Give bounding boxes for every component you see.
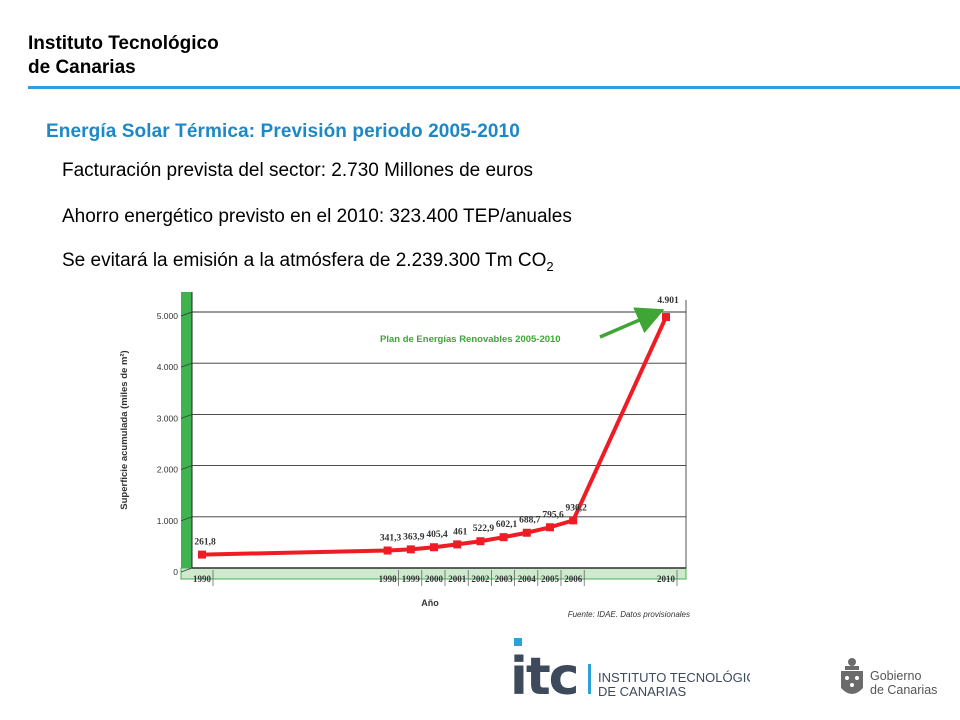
data-point bbox=[383, 546, 392, 555]
data-point bbox=[569, 516, 578, 525]
x-tick-label: 2001 bbox=[448, 574, 467, 584]
data-point bbox=[198, 550, 206, 559]
data-point bbox=[522, 528, 531, 537]
bullet-savings: Ahorro energético previsto en el 2010: 3… bbox=[62, 206, 572, 227]
data-label: 341,3 bbox=[380, 534, 402, 544]
itc-logo: itc INSTITUTO TECNOLÓGICO DE CANARIAS bbox=[510, 638, 750, 706]
y-tick-label: 0 bbox=[173, 567, 178, 577]
chart-side-wall bbox=[181, 292, 192, 568]
plan-annotation: Plan de Energías Renovables 2005-2010 bbox=[380, 334, 561, 345]
slide-subtitle: Energía Solar Térmica: Previsión periodo… bbox=[46, 121, 520, 142]
data-label: 363,9 bbox=[403, 532, 425, 542]
data-label: 461 bbox=[453, 527, 468, 537]
data-point bbox=[499, 533, 508, 542]
gridline-depth bbox=[180, 414, 193, 419]
gridline-depth bbox=[180, 465, 193, 470]
x-tick-label: 2002 bbox=[471, 574, 490, 584]
data-point bbox=[476, 537, 485, 546]
y-tick-label: 3.000 bbox=[157, 413, 179, 423]
x-tick-label: 2005 bbox=[541, 574, 560, 584]
org-title-line2: de Canarias bbox=[28, 57, 136, 78]
coat-of-arms-icon bbox=[841, 658, 863, 694]
gobierno-logo: Gobierno de Canarias bbox=[841, 658, 937, 697]
gridline-depth bbox=[180, 311, 193, 317]
gob-line2: de Canarias bbox=[870, 683, 937, 697]
x-tick-label: 2003 bbox=[495, 574, 513, 584]
x-tick-label: 1998 bbox=[379, 574, 398, 584]
bullet-revenue: Facturación prevista del sector: 2.730 M… bbox=[62, 160, 534, 181]
data-label: 261,8 bbox=[194, 538, 216, 548]
data-label: 688,7 bbox=[519, 516, 541, 526]
bullet-emissions-text: Se evitará la emisión a la atmósfera de … bbox=[62, 250, 547, 271]
data-point bbox=[406, 545, 415, 554]
series-line bbox=[201, 316, 668, 557]
y-axis-label: Superficie acumulada (miles de m²) bbox=[119, 350, 130, 509]
header-rule bbox=[28, 86, 960, 89]
x-tick-label: 1999 bbox=[402, 574, 421, 584]
gob-line1: Gobierno bbox=[870, 669, 921, 683]
solar-surface-chart: 0 1.000 2.000 3.000 4.000 5.000 1990 1998 1999 2… bbox=[119, 292, 690, 619]
gridline-depth bbox=[180, 362, 193, 368]
x-axis-label: Año bbox=[421, 598, 439, 608]
org-title: Instituto Tecnológico de Canarias bbox=[28, 32, 219, 80]
x-tick-label: 2000 bbox=[425, 574, 444, 584]
bullet-emissions: Se evitará la emisión a la atmósfera de … bbox=[62, 250, 554, 274]
x-tick-label: 2006 bbox=[564, 574, 583, 584]
data-point bbox=[453, 540, 462, 549]
gridline-depth bbox=[180, 567, 193, 573]
itc-logo-text: itc bbox=[510, 647, 578, 706]
y-tick-label: 5.000 bbox=[157, 311, 179, 321]
annotation-arrow bbox=[599, 307, 665, 339]
data-point bbox=[662, 313, 670, 322]
data-label: 405,4 bbox=[426, 530, 448, 540]
data-label: 930,2 bbox=[566, 503, 588, 513]
data-label: 522,9 bbox=[473, 524, 495, 534]
data-point bbox=[430, 543, 438, 552]
x-tick-label: 2010 bbox=[657, 574, 676, 584]
itc-name-line1: INSTITUTO TECNOLÓGICO bbox=[598, 670, 750, 685]
co2-subscript: 2 bbox=[546, 258, 554, 274]
data-label: 4.901 bbox=[657, 296, 679, 306]
itc-dot bbox=[514, 638, 522, 646]
x-tick-label: 1990 bbox=[193, 574, 212, 584]
org-title-line1: Instituto Tecnológico bbox=[28, 33, 219, 54]
itc-name-line2: DE CANARIAS bbox=[598, 684, 686, 699]
y-tick-label: 4.000 bbox=[157, 362, 179, 372]
y-tick-label: 1.000 bbox=[157, 516, 179, 526]
gridline-depth bbox=[180, 516, 193, 522]
x-tick-label: 2004 bbox=[518, 574, 537, 584]
data-point bbox=[546, 523, 554, 532]
y-tick-label: 2.000 bbox=[157, 465, 179, 475]
data-label: 795,6 bbox=[542, 510, 564, 520]
source-note: Fuente: IDAE. Datos provisionales bbox=[568, 610, 690, 619]
data-label: 602,1 bbox=[496, 520, 518, 530]
